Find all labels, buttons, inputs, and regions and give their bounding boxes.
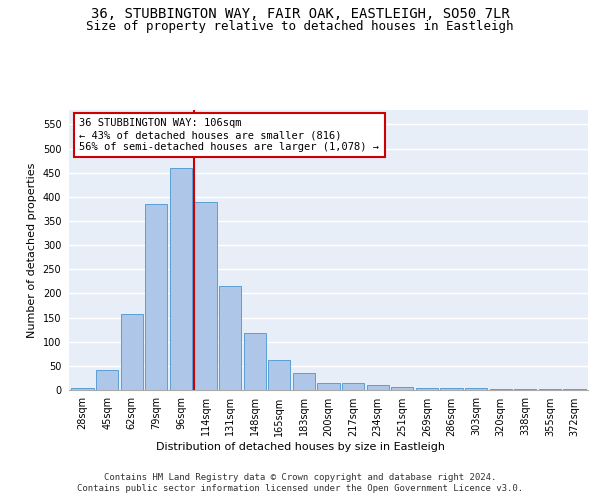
Bar (367, 385, 389, 390)
Bar (514, 389, 536, 390)
Bar (563, 389, 586, 390)
Bar (145, 204, 167, 390)
Bar (96, 370, 118, 390)
Y-axis label: Number of detached properties: Number of detached properties (27, 162, 37, 338)
Bar (244, 333, 266, 390)
Bar (539, 389, 561, 390)
Text: 36, STUBBINGTON WAY, FAIR OAK, EASTLEIGH, SO50 7LR: 36, STUBBINGTON WAY, FAIR OAK, EASTLEIGH… (91, 8, 509, 22)
Text: Contains HM Land Registry data © Crown copyright and database right 2024.: Contains HM Land Registry data © Crown c… (104, 472, 496, 482)
Bar (391, 386, 413, 390)
Bar (219, 286, 241, 390)
Text: Contains public sector information licensed under the Open Government Licence v3: Contains public sector information licen… (77, 484, 523, 493)
Bar (465, 388, 487, 390)
Bar (71, 388, 94, 390)
Text: Distribution of detached houses by size in Eastleigh: Distribution of detached houses by size … (155, 442, 445, 452)
Bar (121, 314, 143, 390)
Bar (170, 168, 192, 390)
Bar (268, 360, 290, 390)
Bar (416, 388, 438, 390)
Bar (342, 383, 364, 390)
Bar (440, 388, 463, 390)
Bar (293, 373, 315, 390)
Bar (317, 383, 340, 390)
Text: Size of property relative to detached houses in Eastleigh: Size of property relative to detached ho… (86, 20, 514, 33)
Bar (194, 202, 217, 390)
Bar (490, 388, 512, 390)
Text: 36 STUBBINGTON WAY: 106sqm
← 43% of detached houses are smaller (816)
56% of sem: 36 STUBBINGTON WAY: 106sqm ← 43% of deta… (79, 118, 379, 152)
